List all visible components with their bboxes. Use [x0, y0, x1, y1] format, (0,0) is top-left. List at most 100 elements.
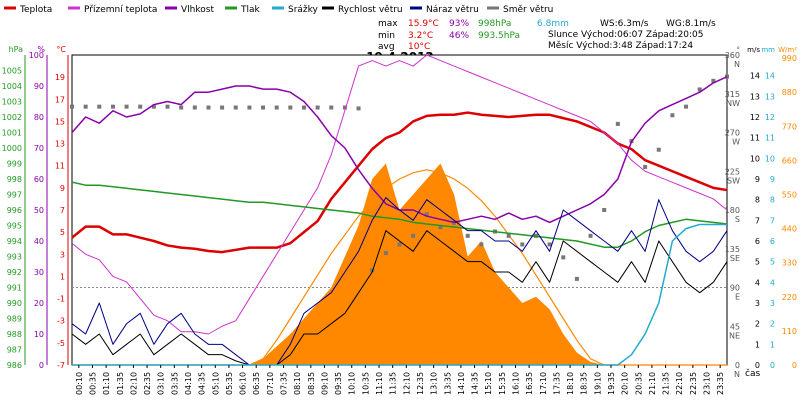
- hpa-tick-label: 1001: [2, 129, 22, 138]
- percent-tick-label: 30: [34, 268, 44, 277]
- wind-direction-point: [97, 104, 102, 109]
- hpa-tick-label: 999: [7, 160, 22, 169]
- direction-tick-label: 0: [735, 361, 740, 370]
- mm-axis-unit: mm: [761, 46, 775, 54]
- wind-direction-point: [397, 242, 402, 247]
- wm2-tick-label: 660: [782, 156, 797, 165]
- ms-axis-unit: m/s: [747, 46, 760, 54]
- wind-direction-point: [342, 105, 347, 110]
- direction-tick-label: 90: [730, 284, 740, 293]
- percent-tick-label: 40: [34, 237, 44, 246]
- time-tick-label: 01:35: [116, 372, 125, 395]
- wind-direction-point: [438, 225, 443, 230]
- wm2-tick-label: 550: [782, 191, 797, 200]
- series-line-rychlost-v-tru: [71, 230, 728, 366]
- mm-tick-label: 10: [765, 154, 775, 163]
- percent-tick-label: 80: [34, 113, 44, 122]
- direction-tick-compass: E: [735, 293, 740, 302]
- time-tick-label: 08:10: [293, 372, 302, 395]
- celsius-tick-label: -7: [57, 361, 65, 370]
- time-tick-label: 07:10: [266, 372, 275, 395]
- wind-direction-point: [220, 105, 225, 110]
- mm-tick-label: 9: [770, 175, 775, 184]
- hpa-tick-label: 991: [7, 284, 22, 293]
- stats-max-hum: 93%: [449, 19, 469, 29]
- hpa-tick-label: 993: [7, 253, 22, 262]
- celsius-tick-label: 7: [60, 206, 65, 215]
- ms-tick-label: 13: [750, 92, 760, 101]
- stats-avg-label: avg: [378, 42, 395, 52]
- direction-tick-label: 45: [730, 322, 740, 331]
- percent-tick-label: 70: [34, 144, 44, 153]
- ms-tick-label: 7: [755, 216, 760, 225]
- hpa-tick-label: 995: [7, 222, 22, 231]
- wm2-tick-label: 0: [792, 361, 797, 370]
- stats-sun: Slunce Východ:06:07 Západ:20:05: [548, 30, 704, 40]
- ms-tick-label: 5: [755, 258, 760, 267]
- wm2-tick-label: 990: [782, 54, 797, 63]
- wind-direction-point: [329, 105, 334, 110]
- wind-direction-point: [684, 104, 689, 109]
- wind-direction-point: [138, 104, 143, 109]
- wind-direction-point: [261, 105, 266, 110]
- legend-label: Přízemní teplota: [84, 5, 157, 15]
- wind-direction-point: [725, 74, 729, 79]
- hpa-tick-label: 1003: [2, 98, 22, 107]
- time-tick-label: 20:10: [621, 372, 630, 395]
- ms-tick-label: 14: [750, 72, 760, 81]
- percent-axis-unit: %: [37, 45, 45, 54]
- hpa-tick-label: 994: [7, 237, 22, 246]
- celsius-tick-label: 15: [55, 117, 65, 126]
- direction-tick-label: 315: [725, 90, 740, 99]
- ms-tick-label: 11: [750, 134, 760, 143]
- stats-block: max 15.9°C 93% 998hPa 6.8mm min 3.2°C 46…: [378, 19, 716, 52]
- wm2-tick-label: 770: [782, 122, 797, 131]
- hpa-tick-label: 992: [7, 268, 22, 277]
- time-tick-label: 10:35: [361, 372, 370, 395]
- wind-direction-point: [370, 268, 375, 273]
- celsius-axis-unit: °C: [56, 45, 66, 54]
- time-tick-label: 16:10: [511, 372, 520, 395]
- legend-label: Směr větru: [503, 5, 553, 15]
- stats-min-label: min: [378, 31, 395, 41]
- hpa-axis-unit: hPa: [9, 45, 24, 54]
- time-axis-unit: čas: [745, 368, 760, 379]
- wind-direction-point: [506, 233, 511, 238]
- ms-tick-label: 10: [750, 154, 760, 163]
- percent-tick-label: 90: [34, 82, 44, 91]
- time-axis: 00:10 00:35 01:10 01:35 02:10 02:35 03:10 03:35…: [75, 365, 760, 395]
- hpa-tick-label: 1005: [2, 67, 22, 76]
- time-tick-label: 02:10: [129, 372, 138, 395]
- wind-direction-point: [315, 105, 320, 110]
- time-tick-label: 19:35: [607, 372, 616, 395]
- mm-tick-label: 4: [770, 278, 775, 287]
- legend-label: Tlak: [240, 5, 261, 15]
- stats-min-temp: 3.2°C: [408, 31, 433, 41]
- time-tick-label: 06:10: [239, 372, 248, 395]
- legend-label: Vlhkost: [181, 5, 214, 15]
- hpa-tick-label: 1000: [2, 144, 22, 153]
- wind-direction-point: [588, 233, 593, 238]
- series-line-sr-ky: [72, 223, 727, 366]
- stats-max-temp: 15.9°C: [408, 19, 439, 29]
- wind-direction-point: [247, 105, 252, 110]
- percent-tick-label: 20: [34, 299, 44, 308]
- wind-direction-point: [110, 104, 115, 109]
- time-tick-label: 04:35: [198, 372, 207, 395]
- wind-direction-point: [165, 104, 170, 109]
- time-tick-label: 09:35: [334, 372, 343, 395]
- time-tick-label: 10:10: [348, 372, 357, 395]
- wind-direction-point: [465, 233, 470, 238]
- ms-tick-label: 1: [755, 340, 760, 349]
- hpa-tick-label: 996: [7, 206, 22, 215]
- hpa-tick-label: 997: [7, 191, 22, 200]
- wind-direction-point: [520, 242, 525, 247]
- time-tick-label: 09:10: [320, 372, 329, 395]
- stats-min-hum: 46%: [449, 31, 469, 41]
- wm2-tick-label: 880: [782, 88, 797, 97]
- time-tick-label: 13:35: [443, 372, 452, 395]
- legend-label: Rychlost větru: [338, 5, 403, 15]
- stats-max-label: max: [378, 19, 398, 29]
- hpa-tick-label: 988: [7, 330, 22, 339]
- time-tick-label: 13:10: [430, 372, 439, 395]
